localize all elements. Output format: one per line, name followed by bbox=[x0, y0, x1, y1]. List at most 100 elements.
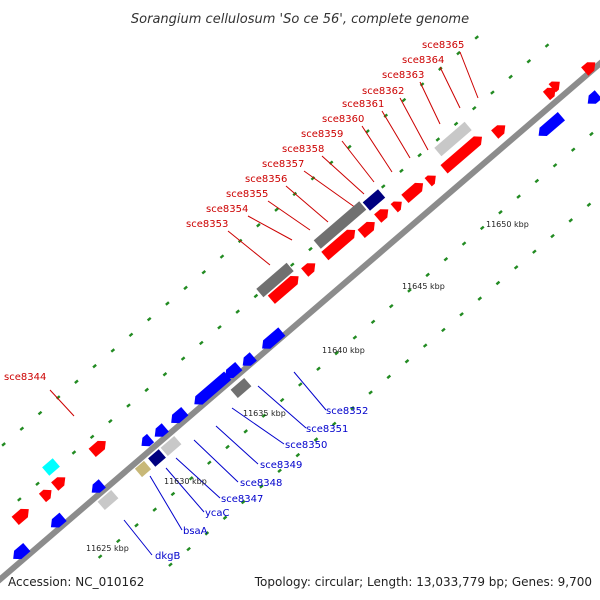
gene-forward bbox=[51, 477, 66, 491]
gene-label-sce8361[interactable]: sce8361 bbox=[342, 99, 384, 110]
connector-line bbox=[123, 519, 153, 556]
gene-label-sce8362[interactable]: sce8362 bbox=[362, 86, 404, 97]
tick-mark bbox=[240, 499, 246, 505]
tick-mark bbox=[453, 121, 459, 127]
gene-label-sce8363[interactable]: sce8363 bbox=[382, 70, 424, 81]
connector-line bbox=[285, 185, 329, 223]
tick-mark bbox=[274, 207, 279, 212]
connector-lines bbox=[49, 51, 479, 556]
connector-line bbox=[49, 389, 75, 417]
gene-label-sce8356[interactable]: sce8356 bbox=[245, 174, 287, 185]
gene-label-sce8364[interactable]: sce8364 bbox=[402, 55, 444, 66]
connector-line bbox=[341, 140, 375, 183]
gene-features bbox=[11, 62, 600, 560]
gene-label-sce8353[interactable]: sce8353 bbox=[186, 219, 228, 230]
gene-label-sce8358[interactable]: sce8358 bbox=[282, 144, 324, 155]
gene-label-sce8352[interactable]: sce8352 bbox=[326, 406, 368, 417]
gene-label-sce8355[interactable]: sce8355 bbox=[226, 189, 268, 200]
feature-khaki bbox=[134, 460, 152, 478]
tick-mark bbox=[297, 382, 303, 387]
tick-mark bbox=[92, 363, 97, 369]
gene-label-sce8347[interactable]: sce8347 bbox=[221, 494, 263, 505]
feature-cyan bbox=[42, 458, 60, 476]
tick-mark bbox=[199, 340, 204, 346]
gene-label-sce8349[interactable]: sce8349 bbox=[260, 460, 302, 471]
tick-mark bbox=[256, 223, 261, 228]
feature-light bbox=[97, 490, 119, 510]
feature-light bbox=[160, 436, 182, 456]
gene-forward bbox=[491, 125, 506, 139]
gene-forward bbox=[548, 81, 560, 93]
tick-mark bbox=[183, 285, 188, 291]
gene-label-sce8344[interactable]: sce8344 bbox=[4, 372, 46, 383]
genome-summary-text: Topology: circular; Length: 13,033,779 b… bbox=[254, 575, 592, 589]
gene-reverse bbox=[587, 90, 600, 104]
connector-line bbox=[303, 170, 357, 209]
tick-mark bbox=[313, 437, 319, 442]
feature-gray bbox=[230, 378, 252, 398]
tick-mark bbox=[407, 288, 412, 293]
gene-label-sce8351[interactable]: sce8351 bbox=[306, 424, 348, 435]
tick-mark bbox=[110, 348, 116, 353]
gene-forward bbox=[390, 201, 402, 213]
gene-reverse bbox=[154, 423, 169, 437]
tick-mark bbox=[526, 59, 532, 64]
tick-mark bbox=[331, 421, 337, 427]
gene-label-sce8360[interactable]: sce8360 bbox=[322, 114, 364, 125]
connector-line bbox=[399, 97, 429, 151]
tick-mark bbox=[516, 194, 521, 199]
tick-mark bbox=[235, 309, 240, 314]
tick-mark bbox=[347, 144, 352, 150]
tick-mark bbox=[352, 335, 358, 340]
kbp-label: 11645 kbp bbox=[402, 282, 445, 291]
tick-mark bbox=[441, 327, 446, 333]
connector-line bbox=[257, 385, 307, 429]
kbp-label: 11650 kbp bbox=[486, 220, 529, 229]
tick-mark bbox=[308, 246, 313, 252]
gene-label-sce8359[interactable]: sce8359 bbox=[301, 129, 343, 140]
tick-mark bbox=[186, 546, 191, 552]
tick-mark bbox=[310, 176, 316, 181]
gene-reverse bbox=[225, 362, 243, 379]
connector-line bbox=[361, 125, 393, 173]
gene-forward bbox=[38, 489, 52, 503]
tick-mark bbox=[570, 147, 576, 152]
connector-line bbox=[227, 230, 271, 266]
kbp-label: 11640 kbp bbox=[322, 346, 365, 355]
gene-label-bsaA[interactable]: bsaA bbox=[183, 526, 208, 537]
tick-mark bbox=[474, 35, 480, 40]
tick-mark bbox=[508, 74, 513, 80]
tick-mark bbox=[219, 254, 225, 259]
gene-label-sce8357[interactable]: sce8357 bbox=[262, 159, 304, 170]
gene-reverse bbox=[262, 327, 286, 349]
tick-mark bbox=[89, 434, 95, 440]
gene-label-ycaC[interactable]: ycaC bbox=[205, 508, 230, 519]
gene-label-sce8350[interactable]: sce8350 bbox=[285, 440, 327, 451]
tick-mark bbox=[350, 405, 355, 411]
gene-forward bbox=[424, 175, 436, 187]
connector-line bbox=[231, 407, 285, 445]
kbp-label: 11635 kbp bbox=[243, 409, 286, 418]
gene-reverse bbox=[91, 479, 106, 493]
feature-gray bbox=[256, 262, 294, 298]
tick-mark bbox=[74, 379, 79, 384]
connector-line bbox=[165, 467, 205, 513]
gene-label-sce8365[interactable]: sce8365 bbox=[422, 40, 464, 51]
tick-mark bbox=[162, 372, 168, 377]
tick-mark bbox=[368, 390, 373, 395]
connector-line bbox=[149, 475, 183, 531]
tick-mark bbox=[289, 262, 295, 267]
tick-mark bbox=[261, 413, 267, 418]
kbp-label: 11625 kbp bbox=[86, 544, 129, 553]
gene-label-sce8348[interactable]: sce8348 bbox=[240, 478, 282, 489]
gene-reverse bbox=[141, 433, 155, 447]
tick-mark bbox=[386, 374, 392, 380]
tick-mark bbox=[225, 444, 230, 450]
gene-label-dkgB[interactable]: dkgB bbox=[155, 551, 180, 562]
tick-mark bbox=[253, 293, 259, 299]
tick-mark bbox=[532, 249, 537, 254]
tick-mark bbox=[383, 113, 389, 118]
gene-label-sce8354[interactable]: sce8354 bbox=[206, 204, 248, 215]
tick-mark bbox=[180, 356, 186, 361]
tick-mark bbox=[495, 280, 501, 286]
